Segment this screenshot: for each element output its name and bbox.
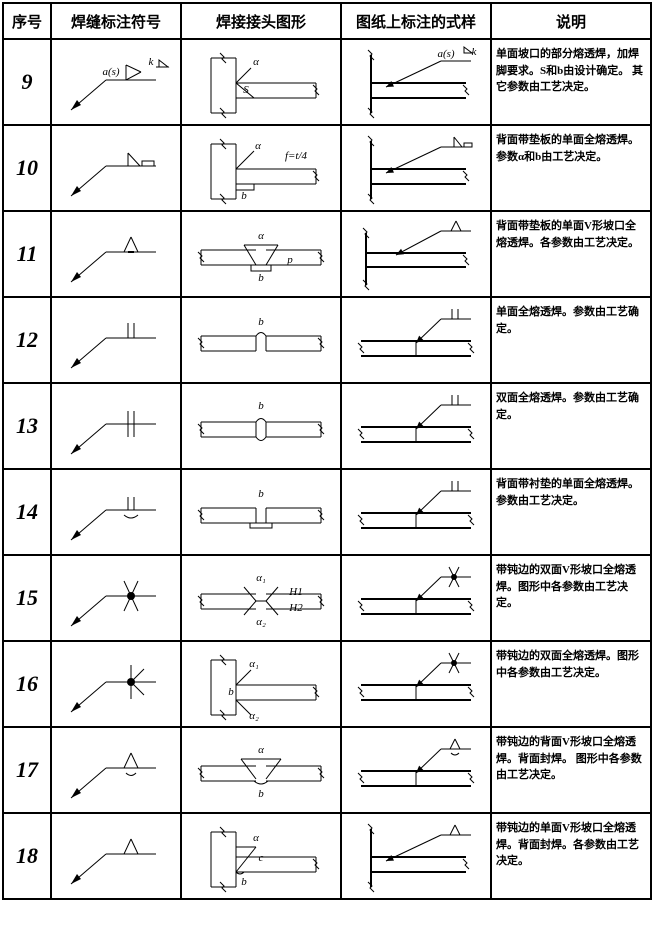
table-row: 18 αcb xyxy=(3,813,651,899)
cell-drawing xyxy=(341,469,491,555)
header-row: 序号 焊缝标注符号 焊接接头图形 图纸上标注的式样 说明 xyxy=(3,3,651,39)
cell-seq: 10 xyxy=(3,125,51,211)
cell-desc: 带钝边的背面V形坡口全熔透焊。背面封焊。 图形中各参数由工艺决定。 xyxy=(491,727,651,813)
hdr-drawing: 图纸上标注的式样 xyxy=(341,3,491,39)
svg-text:b: b xyxy=(258,488,264,500)
cell-drawing xyxy=(341,211,491,297)
table-row: 12 b xyxy=(3,297,651,383)
cell-desc: 带钝边的双面全熔透焊。图形中各参数由工艺决定。 xyxy=(491,641,651,727)
svg-text:α₂: α₂ xyxy=(249,710,259,722)
svg-text:b: b xyxy=(258,316,264,328)
svg-text:b: b xyxy=(241,190,247,202)
cell-symbol xyxy=(51,211,181,297)
weld-symbols-table: 序号 焊缝标注符号 焊接接头图形 图纸上标注的式样 说明 9 a(s) k xyxy=(2,2,652,900)
cell-seq: 16 xyxy=(3,641,51,727)
svg-text:α: α xyxy=(253,56,259,68)
svg-text:α₁: α₁ xyxy=(256,572,266,584)
table-row: 9 a(s)k αS xyxy=(3,39,651,125)
cell-seq: 13 xyxy=(3,383,51,469)
table-row: 10 α f=t/4 b xyxy=(3,125,651,211)
svg-text:b: b xyxy=(258,788,264,800)
svg-text:α₂: α₂ xyxy=(256,616,266,628)
cell-desc: 单面全熔透焊。参数由工艺确定。 xyxy=(491,297,651,383)
hdr-symbol: 焊缝标注符号 xyxy=(51,3,181,39)
cell-seq: 18 xyxy=(3,813,51,899)
cell-drawing xyxy=(341,383,491,469)
svg-text:H1: H1 xyxy=(288,586,302,598)
svg-text:α: α xyxy=(258,230,264,242)
cell-seq: 12 xyxy=(3,297,51,383)
cell-joint: b xyxy=(181,469,341,555)
cell-drawing: a(s) k xyxy=(341,39,491,125)
cell-joint: α₁ α₂ b xyxy=(181,641,341,727)
table-row: 11 α p b xyxy=(3,211,651,297)
cell-joint: b xyxy=(181,297,341,383)
cell-drawing xyxy=(341,641,491,727)
cell-joint: αb xyxy=(181,727,341,813)
table-row: 15 α₁ α₂ H1 H2 xyxy=(3,555,651,641)
svg-text:b: b xyxy=(258,400,264,412)
cell-joint: b xyxy=(181,383,341,469)
hdr-joint: 焊接接头图形 xyxy=(181,3,341,39)
cell-symbol xyxy=(51,727,181,813)
cell-desc: 背面带衬垫的单面全熔透焊。参数由工艺决定。 xyxy=(491,469,651,555)
table-row: 14 b xyxy=(3,469,651,555)
svg-text:a(s): a(s) xyxy=(102,66,119,78)
svg-text:H2: H2 xyxy=(288,602,303,614)
cell-symbol xyxy=(51,813,181,899)
svg-text:c: c xyxy=(259,852,264,864)
cell-drawing xyxy=(341,297,491,383)
cell-desc: 背面带垫板的单面V形坡口全熔透焊。各参数由工艺决定。 xyxy=(491,211,651,297)
table-row: 16 α₁ α₂ b xyxy=(3,641,651,727)
cell-symbol xyxy=(51,297,181,383)
svg-text:b: b xyxy=(228,686,234,698)
cell-seq: 17 xyxy=(3,727,51,813)
svg-text:k: k xyxy=(472,46,478,58)
svg-text:S: S xyxy=(243,84,249,96)
cell-drawing xyxy=(341,727,491,813)
cell-symbol xyxy=(51,125,181,211)
svg-text:b: b xyxy=(258,272,264,284)
cell-seq: 11 xyxy=(3,211,51,297)
hdr-seq: 序号 xyxy=(3,3,51,39)
svg-text:p: p xyxy=(286,254,293,266)
svg-text:a(s): a(s) xyxy=(437,48,454,60)
svg-text:b: b xyxy=(241,876,247,888)
cell-desc: 单面坡口的部分熔透焊，加焊脚要求。S和b由设计确定。 其它参数由工艺决定。 xyxy=(491,39,651,125)
cell-desc: 带钝边的双面V形坡口全熔透焊。图形中各参数由工艺决定。 xyxy=(491,555,651,641)
cell-drawing xyxy=(341,125,491,211)
table-row: 13 b xyxy=(3,383,651,469)
svg-text:α: α xyxy=(258,744,264,756)
cell-joint: α p b xyxy=(181,211,341,297)
cell-symbol: a(s) k xyxy=(51,39,181,125)
cell-seq: 15 xyxy=(3,555,51,641)
svg-text:f=t/4: f=t/4 xyxy=(285,150,308,162)
cell-desc: 带钝边的单面V形坡口全熔透焊。背面封焊。各参数由工艺决定。 xyxy=(491,813,651,899)
svg-text:α₁: α₁ xyxy=(249,658,259,670)
svg-text:α: α xyxy=(253,832,259,844)
cell-seq: 14 xyxy=(3,469,51,555)
svg-text:k: k xyxy=(149,56,155,68)
cell-symbol xyxy=(51,469,181,555)
cell-desc: 背面带垫板的单面全熔透焊。 参数α和b由工艺决定。 xyxy=(491,125,651,211)
cell-symbol xyxy=(51,641,181,727)
hdr-desc: 说明 xyxy=(491,3,651,39)
cell-symbol xyxy=(51,383,181,469)
cell-joint: αcb xyxy=(181,813,341,899)
cell-desc: 双面全熔透焊。参数由工艺确定。 xyxy=(491,383,651,469)
cell-joint: α f=t/4 b xyxy=(181,125,341,211)
cell-drawing xyxy=(341,555,491,641)
table-row: 17 αb xyxy=(3,727,651,813)
svg-text:α: α xyxy=(255,140,261,152)
cell-drawing xyxy=(341,813,491,899)
cell-seq: 9 xyxy=(3,39,51,125)
cell-joint: αS xyxy=(181,39,341,125)
cell-symbol xyxy=(51,555,181,641)
cell-joint: α₁ α₂ H1 H2 xyxy=(181,555,341,641)
